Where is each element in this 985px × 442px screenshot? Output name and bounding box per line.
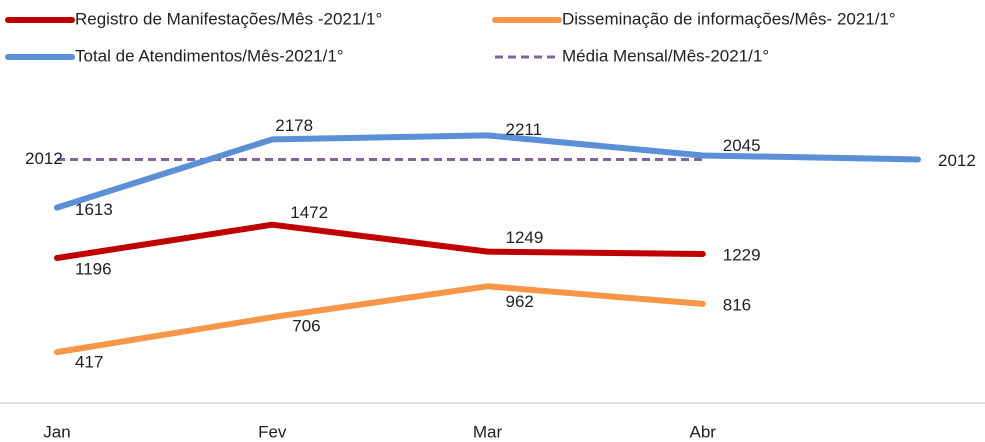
data-label: 1249 [506, 228, 544, 247]
data-label: 962 [506, 292, 534, 311]
x-tick-label: Mar [473, 422, 503, 441]
data-label: 2211 [506, 120, 543, 139]
data-label: 816 [723, 295, 751, 314]
data-label: 2178 [275, 116, 313, 135]
data-label: 1196 [75, 260, 112, 279]
legend-label: Total de Atendimentos/Mês-2021/1° [75, 46, 344, 65]
data-label: 2045 [723, 136, 761, 155]
data-label: 1229 [723, 246, 761, 265]
legend-label: Registro de Manifestações/Mês -2021/1° [75, 9, 382, 28]
x-tick-label: Abr [690, 422, 717, 441]
legend-label: Média Mensal/Mês-2021/1° [562, 46, 769, 65]
x-tick-label: Fev [258, 422, 287, 441]
data-label: 706 [292, 317, 320, 336]
data-label: 417 [75, 353, 103, 372]
data-label: 2012 [938, 151, 976, 170]
data-label: 2012 [25, 149, 63, 168]
data-label: 1472 [290, 203, 328, 222]
series-line [54, 132, 921, 211]
series-line [54, 283, 706, 356]
series-line [54, 221, 706, 262]
legend-label: Disseminação de informações/Mês- 2021/1° [562, 9, 896, 28]
x-tick-label: Jan [43, 422, 70, 441]
data-label: 1613 [75, 200, 113, 219]
